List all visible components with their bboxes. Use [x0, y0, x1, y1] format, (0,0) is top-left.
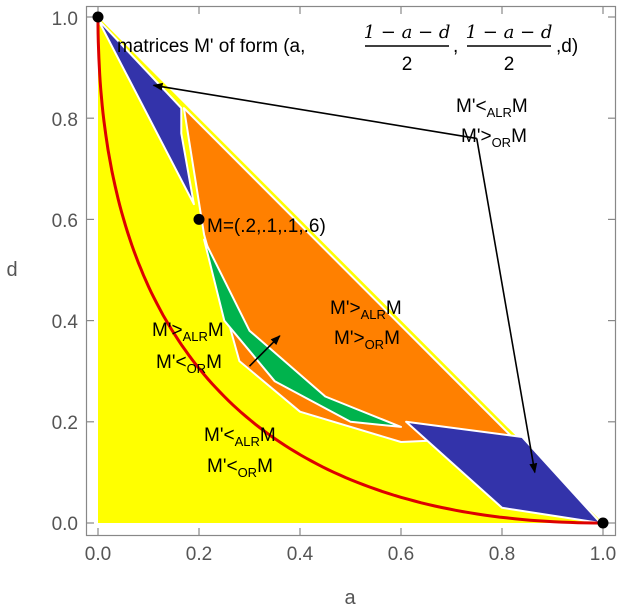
title-separator: , — [453, 36, 458, 57]
title-prefix: matrices M' of form (a, — [117, 36, 305, 57]
tick-x-5: 1.0 — [590, 544, 616, 565]
point-layer — [92, 11, 609, 529]
label-green-line2: M'<ORM — [156, 352, 222, 376]
arrow-layer — [152, 82, 538, 474]
tick-y-4: 0.8 — [52, 110, 78, 131]
region-blue-upper — [97, 18, 195, 206]
label-blue-region: M'<ALRM M'>ORM — [456, 96, 528, 150]
label-green-line1: M'>ALRM — [152, 320, 224, 344]
tick-y-3: 0.6 — [52, 211, 78, 232]
fraction-denominator-1: 2 — [402, 54, 413, 75]
region-green — [203, 238, 402, 428]
tick-y-0: 0.0 — [52, 514, 78, 535]
y-axis-label: d — [6, 259, 17, 281]
axis-ticks — [86, 6, 616, 536]
curve-layer — [96, 17, 603, 525]
tick-y-5: 1.0 — [52, 9, 78, 30]
point-label-m: M=(.2,.1,.1,.6) — [207, 216, 326, 237]
data-point-1 — [193, 213, 205, 225]
label-orange-region: M'>ALRM M'>ORM — [330, 298, 402, 352]
label-yellow-line2: M'<ORM — [207, 456, 273, 480]
title-suffix: ,d) — [556, 36, 578, 57]
label-orange-line2: M'>ORM — [334, 328, 400, 352]
tick-y-2: 0.4 — [52, 312, 79, 333]
boundary-curve — [96, 17, 603, 525]
label-yellow-region: M'<ALRM M'<ORM — [204, 425, 276, 480]
fraction-numerator-2: 1 − a − d — [466, 22, 553, 43]
label-green-region: M'>ALRM M'<ORM — [152, 320, 224, 376]
label-orange-line1: M'>ALRM — [330, 298, 402, 322]
label-blue-line1: M'<ALRM — [456, 96, 528, 120]
plot-frame — [85, 5, 617, 537]
tick-x-2: 0.4 — [287, 544, 314, 565]
fraction-denominator-2: 2 — [504, 54, 515, 75]
tick-x-0: 0.0 — [85, 544, 111, 565]
tick-x-4: 0.8 — [489, 544, 515, 565]
data-point-0 — [92, 11, 104, 23]
data-point-2 — [597, 517, 609, 529]
tick-x-3: 0.6 — [388, 544, 414, 565]
fraction-numerator-1: 1 − a − d — [364, 22, 451, 43]
arrow-1 — [475, 138, 538, 474]
tick-y-1: 0.2 — [52, 413, 78, 434]
region-layer — [97, 17, 603, 524]
label-yellow-line1: M'<ALRM — [204, 425, 276, 449]
x-axis-label: a — [344, 587, 356, 609]
arrow-2 — [248, 335, 281, 367]
figure-title: matrices M' of form (a, 1 − a − d 2 , 1 … — [117, 22, 578, 75]
tick-x-1: 0.2 — [186, 544, 212, 565]
label-blue-line2: M'>ORM — [461, 126, 527, 150]
arrow-0 — [152, 82, 477, 140]
